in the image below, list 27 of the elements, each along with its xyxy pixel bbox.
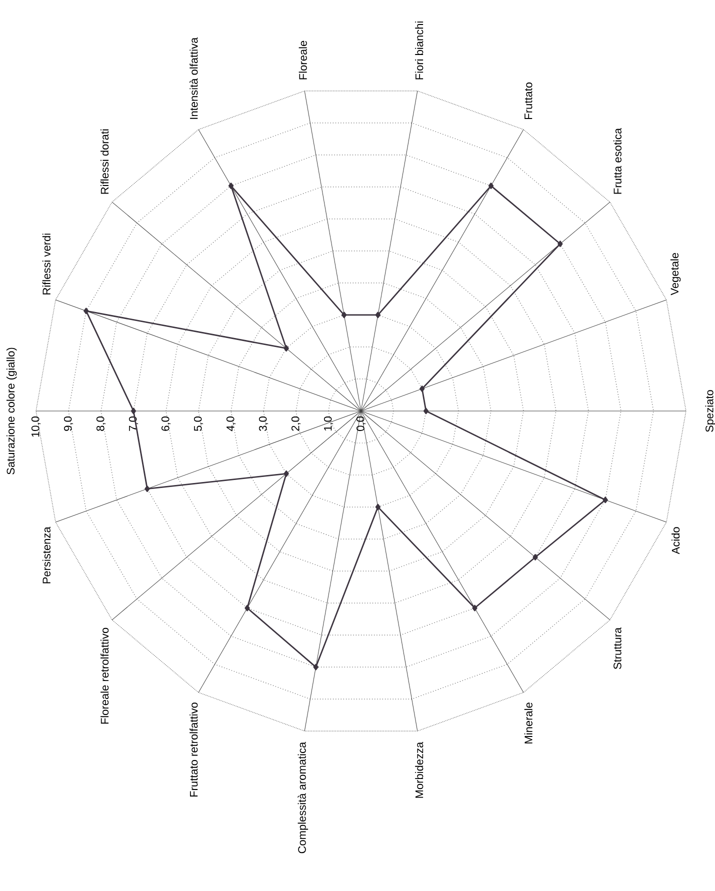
y-tick-label: 9,0	[64, 416, 74, 431]
y-tick-label: 2,0	[291, 416, 301, 431]
spoke-label: Riflessi verdi	[42, 234, 50, 294]
y-tick-label: 0,0	[356, 416, 366, 431]
y-tick-label: 10,0	[31, 416, 41, 437]
spoke-label: Saturazione colore (giallo)	[6, 348, 17, 474]
spoke-label: Intensità olfattiva	[190, 37, 198, 119]
spoke-label: Fruttato	[524, 82, 532, 119]
y-tick-label: 4,0	[226, 416, 236, 432]
y-tick-label: 5,0	[194, 416, 204, 431]
spoke-label: Minerale	[524, 702, 532, 744]
spoke-label: Struttura	[614, 627, 622, 670]
spoke-label: Vegetale	[670, 252, 681, 296]
spoke-label: Persistenza	[42, 526, 50, 584]
spoke-label: Frutta esotica	[613, 128, 622, 194]
spoke-label: Morbidezza	[415, 742, 424, 798]
spoke-label: Complessità aromatica	[298, 742, 308, 854]
spoke-label: Acido	[672, 527, 680, 554]
y-tick-label: 8,0	[96, 416, 106, 431]
y-tick-label: 3,0	[258, 416, 268, 431]
spoke-label: Riflessi dorati	[100, 129, 109, 194]
spoke-label: Floreale	[298, 40, 307, 80]
spoke-label: Fiori bianchi	[415, 22, 424, 80]
spoke-label: Fruttato retrolfattivo	[190, 702, 198, 797]
spoke-label: Floreale retrolfattivo	[100, 628, 109, 724]
y-tick-label: 6,0	[161, 416, 171, 431]
y-tick-label: 1,0	[324, 416, 334, 431]
